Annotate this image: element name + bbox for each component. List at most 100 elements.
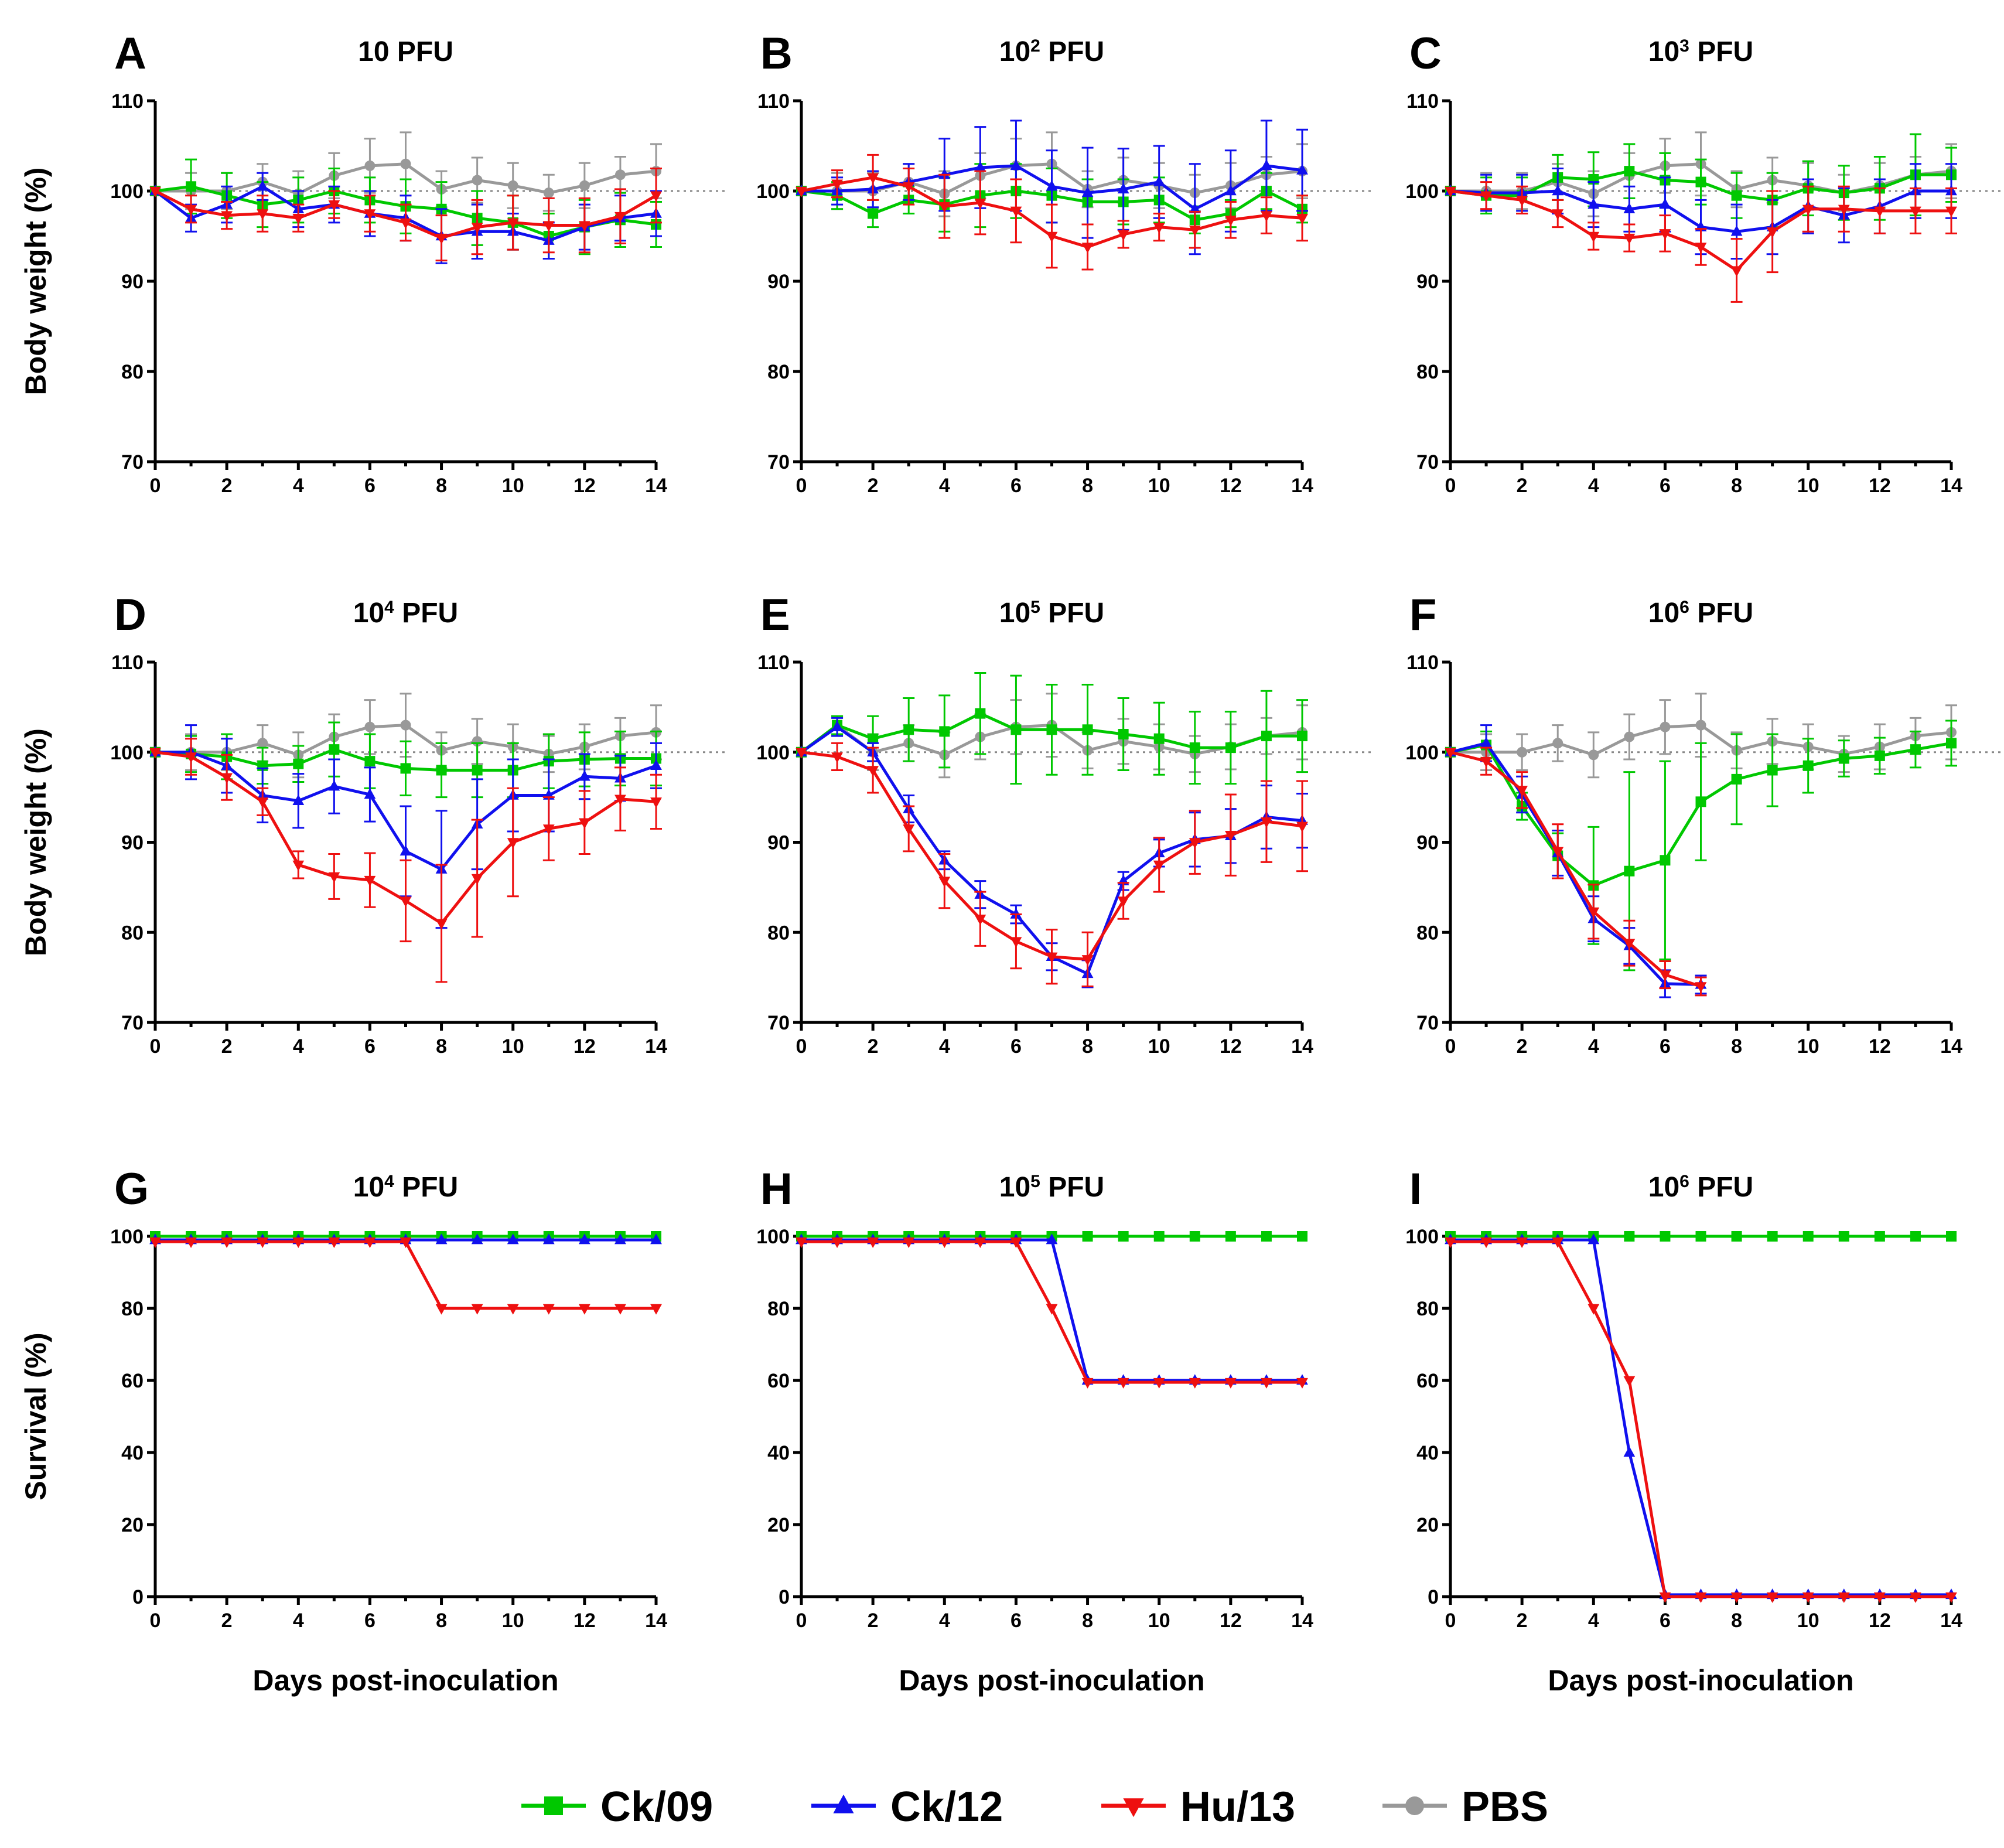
x-tick-label: 4: [939, 475, 950, 497]
x-tick-label: 8: [436, 475, 447, 497]
data-point: [578, 818, 590, 829]
data-point: [328, 1237, 340, 1249]
data-point: [1117, 183, 1129, 194]
data-point: [1624, 166, 1635, 177]
series-hu-13: [1445, 181, 1957, 303]
x-tick-label: 12: [1869, 475, 1891, 497]
data-point: [292, 1237, 305, 1249]
data-point: [938, 877, 951, 888]
data-point: [1261, 1231, 1272, 1242]
data-point: [1118, 1231, 1129, 1242]
data-point: [507, 1233, 519, 1244]
data-point: [903, 182, 915, 193]
data-point: [400, 763, 411, 774]
x-tick-label: 0: [796, 1035, 807, 1058]
x-tick-label: 10: [1148, 1610, 1170, 1632]
data-point: [472, 175, 483, 186]
panel-title-exponent: 4: [384, 1172, 394, 1191]
series-line: [1450, 1240, 1951, 1598]
y-tick-label: 20: [121, 1514, 144, 1536]
data-point: [1588, 1304, 1600, 1315]
y-axis-title: Body weight (%): [19, 168, 52, 395]
data-point: [400, 845, 412, 856]
data-point: [1623, 1446, 1636, 1457]
series-line: [1450, 751, 1702, 988]
panel-letter: H: [760, 1164, 793, 1214]
x-tick-label: 2: [221, 1035, 233, 1058]
x-tick-label: 4: [1588, 1035, 1599, 1058]
panel-letter: G: [114, 1164, 149, 1214]
data-point: [974, 1237, 986, 1249]
y-tick-label: 80: [1416, 361, 1439, 383]
panel-title-base: 10: [999, 1172, 1030, 1203]
legend: Ck/09 Ck/12 Hu/13 PBS: [521, 1784, 1548, 1830]
panel-title-exponent: 5: [1030, 1172, 1040, 1191]
panel-title: 105 PFU: [999, 598, 1104, 629]
data-point: [1552, 847, 1564, 858]
panel-title-base: 10: [1648, 36, 1679, 67]
data-point: [578, 1304, 590, 1315]
data-point: [507, 838, 519, 849]
data-point: [1695, 982, 1707, 993]
x-tick-label: 2: [868, 1610, 879, 1632]
data-point: [542, 824, 555, 836]
x-tick-label: 10: [1797, 1610, 1819, 1632]
data-point: [257, 738, 268, 749]
data-point: [938, 202, 951, 213]
data-point: [364, 875, 376, 887]
data-point: [1081, 243, 1094, 254]
data-point: [1010, 937, 1022, 948]
data-point: [507, 218, 519, 229]
series-hu-13: [149, 738, 662, 983]
data-point: [867, 173, 879, 184]
data-point: [1153, 733, 1165, 744]
data-point: [938, 1237, 951, 1249]
legend-label: Hu/13: [1180, 1784, 1295, 1830]
data-point: [435, 1304, 448, 1315]
data-point: [1802, 760, 1814, 771]
data-point: [1588, 907, 1600, 918]
data-point: [1261, 817, 1272, 828]
data-point: [1873, 206, 1886, 217]
data-point: [614, 212, 626, 223]
panel-title-unit: PFU: [394, 1172, 458, 1203]
x-tick-label: 0: [150, 475, 161, 497]
y-tick-label: 90: [121, 832, 144, 854]
data-point: [293, 758, 304, 769]
data-point: [1117, 1378, 1129, 1389]
x-tick-label: 8: [436, 1035, 447, 1058]
panel-title-base: 10: [999, 36, 1030, 67]
data-point: [435, 233, 448, 244]
x-tick-label: 14: [645, 1035, 667, 1058]
data-point: [1874, 750, 1885, 761]
data-point: [1224, 831, 1237, 841]
data-point: [221, 773, 233, 784]
data-point: [1046, 1233, 1058, 1244]
y-tick-label: 100: [110, 180, 144, 203]
x-tick-label: 14: [1291, 1035, 1313, 1058]
data-point: [364, 160, 375, 171]
data-point: [1659, 1592, 1671, 1603]
y-tick-label: 0: [779, 1586, 790, 1608]
data-point: [1480, 191, 1492, 202]
data-point: [1516, 196, 1528, 207]
data-point: [1224, 1378, 1237, 1389]
legend-item-hu-13: Hu/13: [1101, 1784, 1295, 1830]
panel-title-unit: PFU: [1040, 1172, 1104, 1203]
data-point: [328, 200, 340, 211]
data-point: [364, 788, 376, 799]
legend-marker: [544, 1796, 563, 1815]
panel-letter: D: [114, 590, 146, 640]
series-hu-13: [1445, 746, 1707, 997]
data-point: [436, 765, 447, 776]
data-point: [867, 766, 879, 777]
legend-label: Ck/09: [600, 1784, 713, 1830]
data-point: [1189, 1231, 1200, 1242]
series-line: [155, 1240, 656, 1310]
data-point: [507, 180, 518, 191]
y-tick-label: 20: [1416, 1514, 1439, 1536]
data-point: [1117, 896, 1129, 908]
x-tick-label: 14: [1940, 1610, 1962, 1632]
data-point: [1189, 1378, 1201, 1389]
